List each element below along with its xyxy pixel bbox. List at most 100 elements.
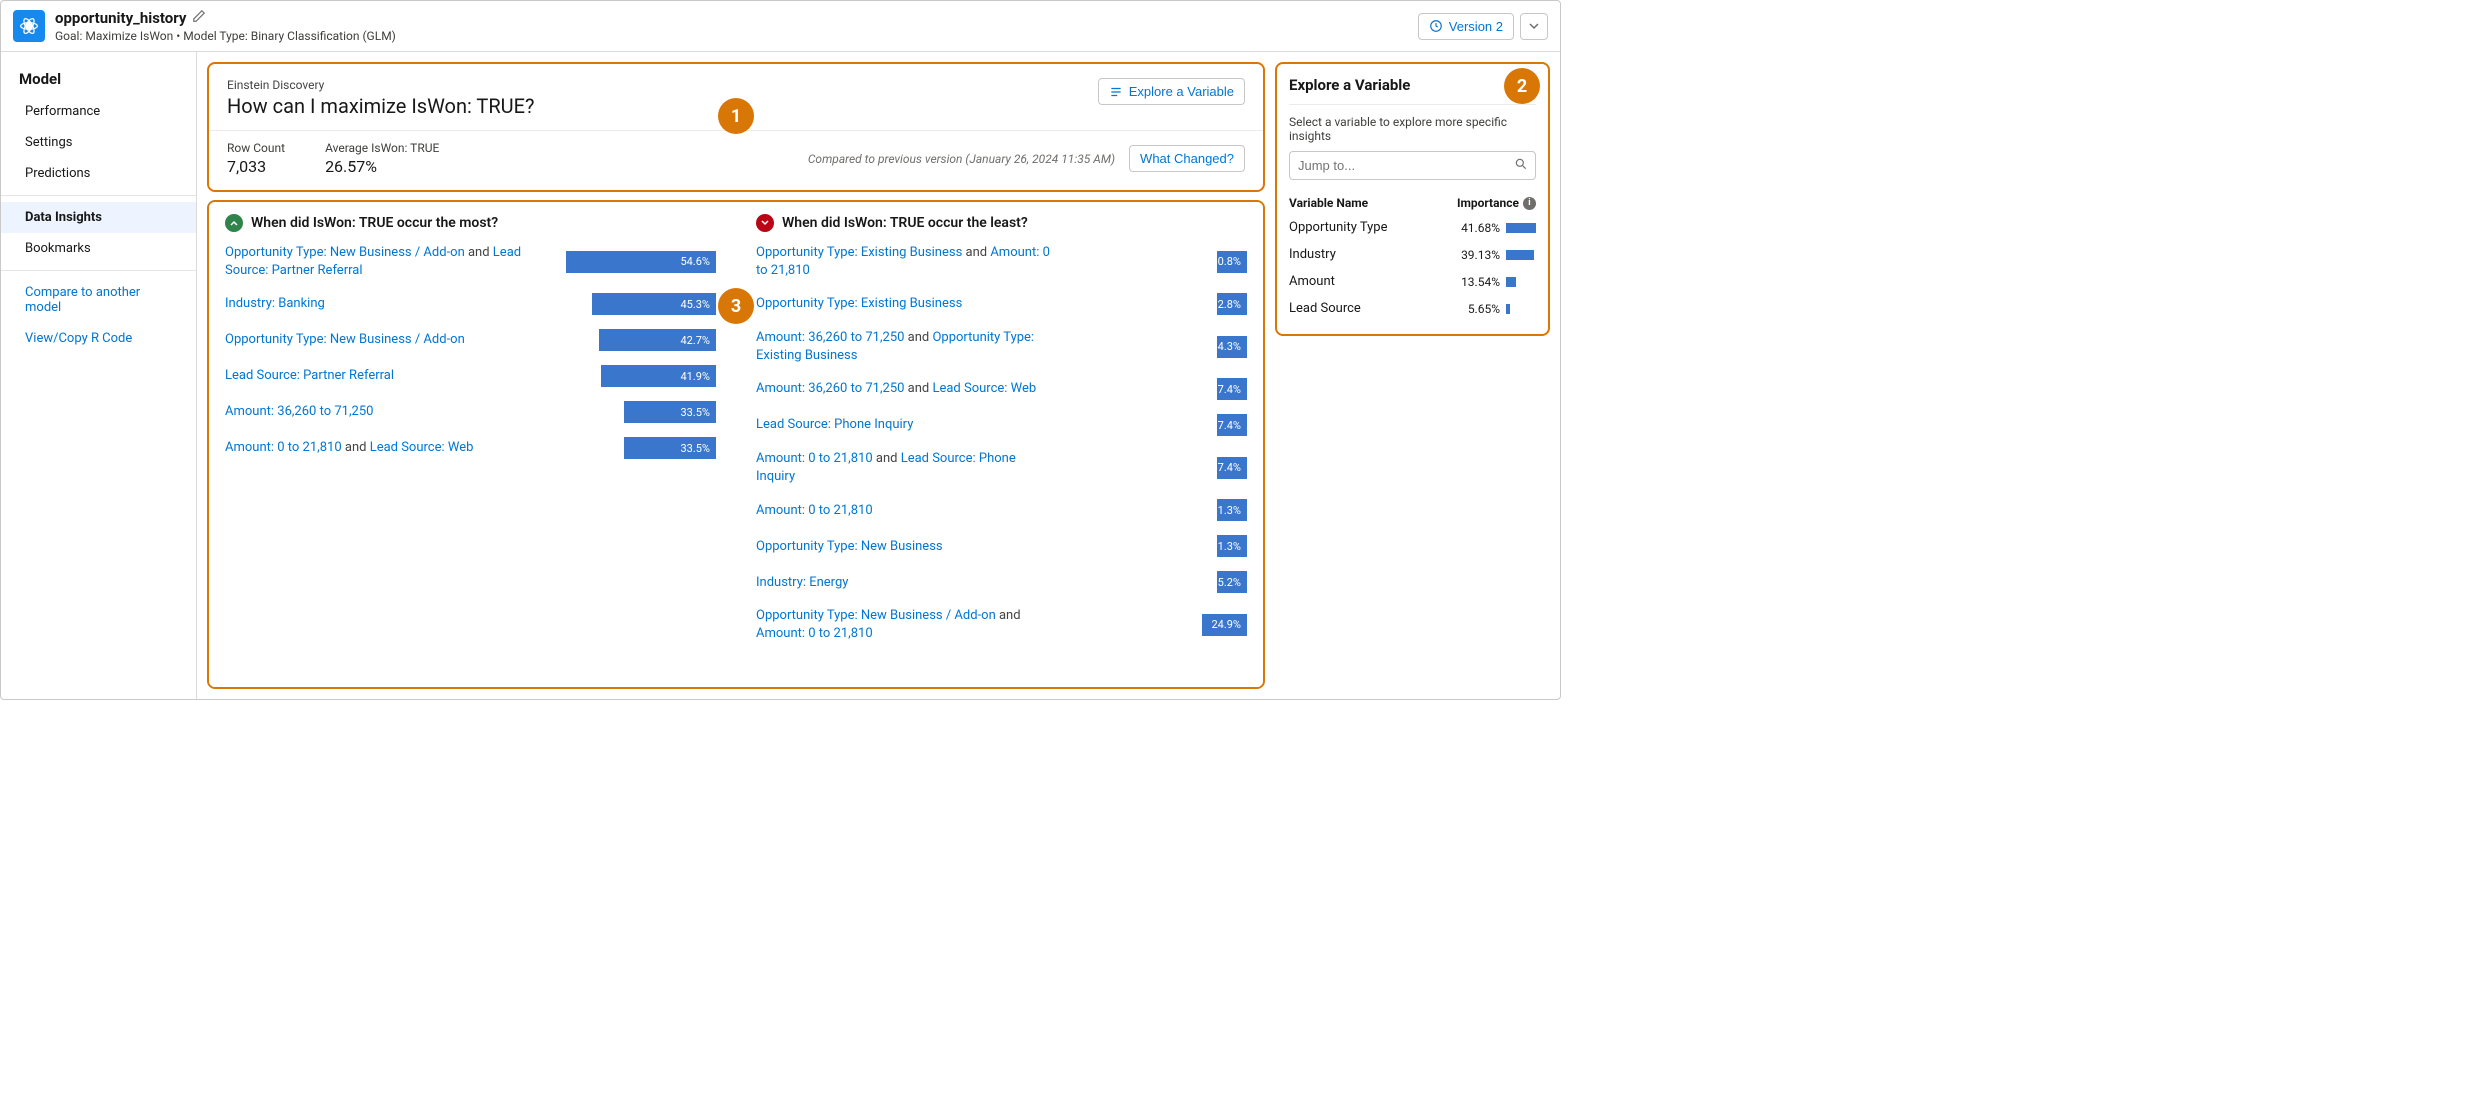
insight-label: Amount: 36,260 to 71,250 and Lead Source… [756, 380, 1056, 398]
variable-pct: 39.13% [1452, 248, 1500, 262]
sidebar-item-settings[interactable]: Settings [1, 127, 196, 158]
insight-row[interactable]: Opportunity Type: Existing Business 2.8% [756, 293, 1247, 315]
trend-up-icon [225, 214, 243, 232]
annotation-2: 2 [1504, 68, 1540, 104]
insight-bar: 33.5% [624, 401, 716, 423]
avg-metric: Average IsWon: TRUE 26.57% [325, 141, 439, 176]
insight-label: Opportunity Type: New Business / Add-on … [756, 607, 1056, 642]
sidebar-heading: Model [1, 64, 196, 96]
page-subtitle: Goal: Maximize IsWon • Model Type: Binar… [55, 29, 1418, 43]
importance-bar [1506, 250, 1534, 260]
version-button-label: Version 2 [1449, 19, 1503, 34]
sidebar-link[interactable]: Compare to another model [1, 277, 196, 323]
insight-row[interactable]: Opportunity Type: New Business / Add-on … [756, 607, 1247, 642]
insight-label: Amount: 0 to 21,810 and Lead Source: Web [225, 439, 525, 457]
row-count-value: 7,033 [227, 157, 285, 176]
insight-label: Amount: 0 to 21,810 [756, 502, 1056, 520]
app-header: opportunity_history Goal: Maximize IsWon… [1, 1, 1560, 52]
insight-label: Opportunity Type: Existing Business [756, 295, 1056, 313]
insight-bar: 4.3% [1217, 336, 1247, 358]
insight-bar: 41.9% [601, 365, 716, 387]
insight-row[interactable]: Amount: 0 to 21,810 and Lead Source: Web… [225, 437, 716, 459]
what-changed-button[interactable]: What Changed? [1129, 145, 1245, 172]
insight-bar: 7.4% [1217, 378, 1247, 400]
summary-overline: Einstein Discovery [227, 78, 1098, 92]
insight-bar: 33.5% [624, 437, 716, 459]
annotation-3: 3 [718, 288, 754, 324]
sidebar-item-predictions[interactable]: Predictions [1, 158, 196, 189]
variable-pct: 41.68% [1452, 221, 1500, 235]
compared-to-text: Compared to previous version (January 26… [808, 152, 1115, 166]
insight-bar: 0.8% [1217, 251, 1247, 273]
trend-down-icon [756, 214, 774, 232]
jump-to-input[interactable] [1289, 151, 1536, 180]
insight-label: Lead Source: Partner Referral [225, 367, 525, 385]
avg-label: Average IsWon: TRUE [325, 141, 439, 155]
variable-name: Industry [1289, 247, 1452, 262]
insight-row[interactable]: Amount: 0 to 21,81011.3% [756, 499, 1247, 521]
version-button[interactable]: Version 2 [1418, 13, 1514, 40]
sidebar-item-data-insights[interactable]: Data Insights [1, 202, 196, 233]
insight-bar: 42.7% [599, 329, 716, 351]
search-icon [1514, 157, 1528, 175]
insight-label: Opportunity Type: New Business [756, 538, 1056, 556]
insight-row[interactable]: Opportunity Type: Existing Business and … [756, 244, 1247, 279]
insight-row[interactable]: Industry: Banking45.3% [225, 293, 716, 315]
insight-label: Opportunity Type: Existing Business and … [756, 244, 1056, 279]
annotation-1: 1 [718, 98, 754, 134]
insights-section: 3 When did IsWon: TRUE occur the most? O… [207, 200, 1265, 689]
variable-row[interactable]: Opportunity Type41.68% [1289, 214, 1536, 241]
insight-row[interactable]: Amount: 36,260 to 71,250 and Lead Source… [756, 378, 1247, 400]
variable-row[interactable]: Industry39.13% [1289, 241, 1536, 268]
insight-bar: 2.8% [1217, 293, 1247, 315]
version-menu-button[interactable] [1520, 13, 1548, 40]
insight-label: Opportunity Type: New Business / Add-on [225, 331, 525, 349]
edit-title-icon[interactable] [192, 9, 206, 27]
insight-row[interactable]: Amount: 0 to 21,810 and Lead Source: Pho… [756, 450, 1247, 485]
insight-bar: 11.3% [1217, 535, 1247, 557]
insight-label: Amount: 36,260 to 71,250 and Opportunity… [756, 329, 1056, 364]
sidebar-item-performance[interactable]: Performance [1, 96, 196, 127]
insights-most-column: When did IsWon: TRUE occur the most? Opp… [209, 202, 732, 687]
what-changed-label: What Changed? [1140, 151, 1234, 166]
insight-label: Opportunity Type: New Business / Add-on … [225, 244, 525, 279]
explore-panel-title: Explore a Variable [1289, 72, 1536, 104]
summary-question: How can I maximize IsWon: TRUE? [227, 94, 1098, 118]
info-icon[interactable]: i [1523, 197, 1536, 210]
explore-variable-button[interactable]: Explore a Variable [1098, 78, 1245, 105]
sidebar-link[interactable]: View/Copy R Code [1, 323, 196, 354]
insight-row[interactable]: Amount: 36,260 to 71,250 33.5% [225, 401, 716, 423]
insights-least-column: When did IsWon: TRUE occur the least? Op… [740, 202, 1263, 687]
row-count-label: Row Count [227, 141, 285, 155]
importance-bar [1506, 304, 1510, 314]
sidebar-item-bookmarks[interactable]: Bookmarks [1, 233, 196, 264]
variable-row[interactable]: Amount13.54% [1289, 268, 1536, 295]
summary-card: 1 Einstein Discovery How can I maximize … [207, 62, 1265, 192]
insight-bar: 7.4% [1217, 414, 1247, 436]
insight-label: Amount: 36,260 to 71,250 [225, 403, 525, 421]
variable-name: Amount [1289, 274, 1452, 289]
insight-bar: 54.6% [566, 251, 716, 273]
variable-name-header: Variable Name [1289, 196, 1457, 210]
insight-label: Amount: 0 to 21,810 and Lead Source: Pho… [756, 450, 1056, 485]
insight-row[interactable]: Lead Source: Partner Referral 41.9% [225, 365, 716, 387]
insights-least-title: When did IsWon: TRUE occur the least? [782, 215, 1028, 231]
insight-row[interactable]: Opportunity Type: New Business 11.3% [756, 535, 1247, 557]
insight-bar: 15.2% [1217, 571, 1247, 593]
insight-label: Industry: Energy [756, 574, 1056, 592]
insight-row[interactable]: Amount: 36,260 to 71,250 and Opportunity… [756, 329, 1247, 364]
explore-variable-panel: 2 Explore a Variable Select a variable t… [1275, 62, 1550, 336]
insight-bar: 24.9% [1202, 614, 1247, 636]
variable-pct: 5.65% [1452, 302, 1500, 316]
insight-label: Lead Source: Phone Inquiry [756, 416, 1056, 434]
row-count-metric: Row Count 7,033 [227, 141, 285, 176]
insight-row[interactable]: Opportunity Type: New Business / Add-on … [225, 244, 716, 279]
variable-row[interactable]: Lead Source5.65% [1289, 295, 1536, 322]
importance-header: Importance [1457, 196, 1519, 210]
insight-row[interactable]: Lead Source: Phone Inquiry 7.4% [756, 414, 1247, 436]
explore-panel-subtitle: Select a variable to explore more specif… [1289, 104, 1536, 151]
insight-row[interactable]: Industry: Energy 15.2% [756, 571, 1247, 593]
insights-most-title: When did IsWon: TRUE occur the most? [251, 215, 498, 231]
variable-name: Lead Source [1289, 301, 1452, 316]
insight-row[interactable]: Opportunity Type: New Business / Add-on 4… [225, 329, 716, 351]
